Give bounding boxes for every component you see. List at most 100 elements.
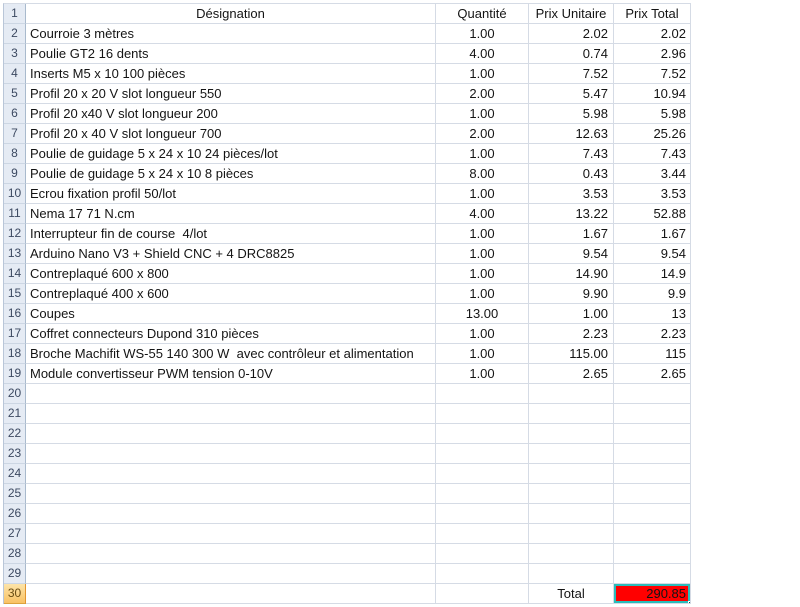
row-header-28[interactable]: 28	[4, 544, 26, 564]
row-header-29[interactable]: 29	[4, 564, 26, 584]
column-header-designation[interactable]: Désignation	[26, 4, 436, 24]
cell-prix-total[interactable]	[614, 444, 691, 464]
cell-quantite[interactable]: 1.00	[436, 184, 529, 204]
row-header-24[interactable]: 24	[4, 464, 26, 484]
cell-designation[interactable]: Broche Machifit WS-55 140 300 W avec con…	[26, 344, 436, 364]
cell-designation[interactable]: Module convertisseur PWM tension 0-10V	[26, 364, 436, 384]
cell-designation[interactable]: Nema 17 71 N.cm	[26, 204, 436, 224]
row-header-3[interactable]: 3	[4, 44, 26, 64]
cell-designation[interactable]: Poulie de guidage 5 x 24 x 10 24 pièces/…	[26, 144, 436, 164]
row-header-14[interactable]: 14	[4, 264, 26, 284]
cell-prix-unitaire[interactable]: 7.52	[529, 64, 614, 84]
cell-quantite[interactable]	[436, 544, 529, 564]
row-header-19[interactable]: 19	[4, 364, 26, 384]
cell-designation[interactable]: Courroie 3 mètres	[26, 24, 436, 44]
row-header-25[interactable]: 25	[4, 484, 26, 504]
cell-quantite[interactable]	[436, 584, 529, 604]
cell-designation[interactable]: Ecrou fixation profil 50/lot	[26, 184, 436, 204]
row-header-27[interactable]: 27	[4, 524, 26, 544]
cell-prix-unitaire[interactable]: 115.00	[529, 344, 614, 364]
cell-quantite[interactable]	[436, 564, 529, 584]
cell-prix-total[interactable]	[614, 544, 691, 564]
cell-prix-total[interactable]: 9.54	[614, 244, 691, 264]
row-header-8[interactable]: 8	[4, 144, 26, 164]
cell-prix-total[interactable]: 52.88	[614, 204, 691, 224]
cell-designation[interactable]: Contreplaqué 400 x 600	[26, 284, 436, 304]
cell-prix-unitaire[interactable]: 2.65	[529, 364, 614, 384]
cell-designation[interactable]: Interrupteur fin de course 4/lot	[26, 224, 436, 244]
row-header-17[interactable]: 17	[4, 324, 26, 344]
cell-prix-unitaire[interactable]: 13.22	[529, 204, 614, 224]
cell-quantite[interactable]: 1.00	[436, 244, 529, 264]
cell-designation[interactable]: Arduino Nano V3 + Shield CNC + 4 DRC8825	[26, 244, 436, 264]
cell-prix-unitaire[interactable]: 5.47	[529, 84, 614, 104]
cell-prix-total[interactable]	[614, 504, 691, 524]
row-header-16[interactable]: 16	[4, 304, 26, 324]
cell-quantite[interactable]: 1.00	[436, 24, 529, 44]
cell-prix-total[interactable]: 2.65	[614, 364, 691, 384]
cell-prix-total[interactable]: 2.96	[614, 44, 691, 64]
cell-prix-unitaire[interactable]: 14.90	[529, 264, 614, 284]
cell-designation[interactable]: Profil 20 x 20 V slot longueur 550	[26, 84, 436, 104]
cell-prix-unitaire[interactable]	[529, 464, 614, 484]
row-header-15[interactable]: 15	[4, 284, 26, 304]
total-value-cell[interactable]: 290.85	[614, 584, 691, 604]
cell-prix-total[interactable]: 7.43	[614, 144, 691, 164]
cell-prix-total[interactable]: 9.9	[614, 284, 691, 304]
cell-prix-total[interactable]: 7.52	[614, 64, 691, 84]
cell-prix-total[interactable]	[614, 384, 691, 404]
cell-designation[interactable]: Profil 20 x40 V slot longueur 200	[26, 104, 436, 124]
cell-quantite[interactable]	[436, 504, 529, 524]
cell-prix-total[interactable]	[614, 404, 691, 424]
row-header-5[interactable]: 5	[4, 84, 26, 104]
cell-designation[interactable]	[26, 444, 436, 464]
cell-quantite[interactable]: 1.00	[436, 324, 529, 344]
cell-prix-unitaire[interactable]	[529, 424, 614, 444]
cell-prix-total[interactable]	[614, 424, 691, 444]
column-header-prix_total[interactable]: Prix Total	[614, 4, 691, 24]
cell-prix-total[interactable]	[614, 524, 691, 544]
cell-quantite[interactable]: 1.00	[436, 264, 529, 284]
row-header-4[interactable]: 4	[4, 64, 26, 84]
cell-prix-total[interactable]: 2.23	[614, 324, 691, 344]
row-header-2[interactable]: 2	[4, 24, 26, 44]
cell-prix-total[interactable]: 1.67	[614, 224, 691, 244]
cell-designation[interactable]: Contreplaqué 600 x 800	[26, 264, 436, 284]
cell-quantite[interactable]	[436, 404, 529, 424]
cell-designation[interactable]	[26, 484, 436, 504]
cell-designation[interactable]	[26, 464, 436, 484]
cell-prix-unitaire[interactable]	[529, 524, 614, 544]
total-label[interactable]: Total	[529, 584, 614, 604]
cell-prix-total[interactable]: 115	[614, 344, 691, 364]
cell-quantite[interactable]: 4.00	[436, 204, 529, 224]
fill-handle[interactable]	[688, 601, 690, 603]
cell-quantite[interactable]	[436, 384, 529, 404]
row-header-30[interactable]: 30	[4, 584, 26, 604]
column-header-quantite[interactable]: Quantité	[436, 4, 529, 24]
cell-prix-total[interactable]	[614, 484, 691, 504]
row-header-10[interactable]: 10	[4, 184, 26, 204]
column-header-prix_unitaire[interactable]: Prix Unitaire	[529, 4, 614, 24]
cell-quantite[interactable]: 2.00	[436, 124, 529, 144]
cell-prix-unitaire[interactable]: 7.43	[529, 144, 614, 164]
cell-prix-total[interactable]	[614, 564, 691, 584]
cell-quantite[interactable]: 8.00	[436, 164, 529, 184]
cell-prix-unitaire[interactable]: 5.98	[529, 104, 614, 124]
cell-prix-total[interactable]	[614, 464, 691, 484]
cell-quantite[interactable]	[436, 484, 529, 504]
cell-prix-total[interactable]: 3.53	[614, 184, 691, 204]
row-header-20[interactable]: 20	[4, 384, 26, 404]
cell-quantite[interactable]: 1.00	[436, 284, 529, 304]
row-header-13[interactable]: 13	[4, 244, 26, 264]
row-header-21[interactable]: 21	[4, 404, 26, 424]
cell-quantite[interactable]: 4.00	[436, 44, 529, 64]
cell-quantite[interactable]: 1.00	[436, 64, 529, 84]
row-header-12[interactable]: 12	[4, 224, 26, 244]
cell-designation[interactable]: Poulie GT2 16 dents	[26, 44, 436, 64]
cell-prix-unitaire[interactable]	[529, 484, 614, 504]
cell-quantite[interactable]: 13.00	[436, 304, 529, 324]
cell-designation[interactable]	[26, 404, 436, 424]
row-header-26[interactable]: 26	[4, 504, 26, 524]
cell-designation[interactable]	[26, 504, 436, 524]
cell-prix-unitaire[interactable]: 9.54	[529, 244, 614, 264]
